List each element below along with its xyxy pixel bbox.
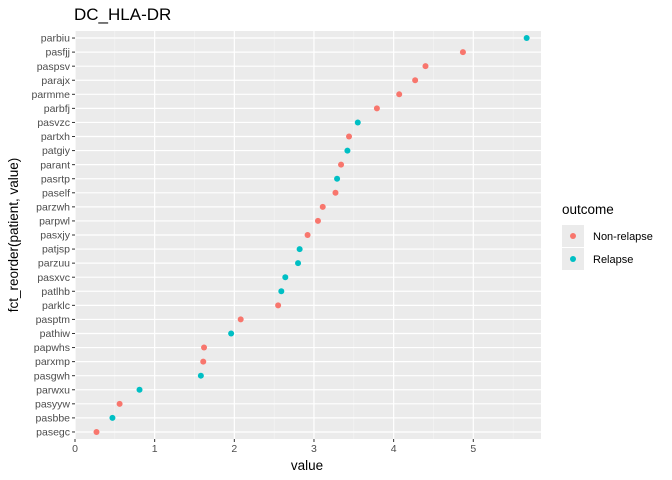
y-tick-label: parzwh (36, 201, 70, 213)
y-tick-label: paself (42, 187, 70, 199)
data-point (412, 77, 419, 84)
y-axis: parbiu pasfjj paspsv parajx parmme parbfj pasv… (31, 33, 75, 439)
y-tick-label: pasyyw (35, 398, 70, 410)
x-tick-label: 5 (470, 443, 476, 455)
data-point (197, 372, 204, 379)
data-point (332, 189, 339, 196)
x-tick-label: 3 (311, 443, 317, 455)
y-tick-label: pasrtp (41, 173, 70, 185)
y-axis-title: fct_reorder(patient, value) (6, 158, 21, 313)
y-tick-label: parmme (31, 89, 70, 101)
data-point (136, 386, 143, 393)
y-tick-label: parklc (42, 300, 70, 312)
y-tick-label: patlhb (41, 286, 70, 298)
x-tick-label: 1 (152, 443, 158, 455)
data-point (354, 119, 361, 126)
data-point (237, 316, 244, 323)
data-point (275, 302, 282, 309)
data-point (200, 358, 207, 365)
y-tick-label: paspsv (37, 61, 71, 73)
y-tick-label: parbiu (41, 33, 70, 45)
y-tick-label: pasbbe (36, 412, 71, 424)
legend-key-point (570, 233, 576, 239)
data-point (116, 400, 123, 407)
chart-title: DC_HLA-DR (74, 5, 171, 24)
data-point (296, 246, 303, 253)
data-point (334, 175, 341, 182)
y-tick-label: pasfjj (45, 47, 70, 59)
x-tick-label: 4 (391, 443, 397, 455)
data-point (295, 260, 302, 267)
y-tick-label: parwxu (36, 384, 70, 396)
data-point (373, 105, 380, 112)
y-tick-label: pasegc (36, 427, 70, 439)
y-tick-label: parajx (41, 75, 70, 87)
y-tick-label: patgiy (42, 145, 71, 157)
y-tick-label: partxh (41, 131, 70, 143)
data-point (338, 161, 345, 168)
y-tick-label: parbfj (44, 103, 70, 115)
x-tick-label: 0 (72, 443, 78, 455)
grid-lines (74, 31, 541, 439)
data-point (523, 35, 530, 42)
y-tick-label: parzuu (38, 258, 70, 270)
legend: outcome Non-relapse Relapse (562, 202, 653, 270)
data-point (282, 274, 289, 281)
y-tick-label: pasvzc (37, 117, 70, 129)
legend-key-point (570, 256, 576, 262)
y-tick-label: pasxvc (37, 272, 70, 284)
data-point (278, 288, 285, 295)
data-points (93, 35, 530, 435)
y-tick-label: parpwl (39, 216, 70, 228)
y-tick-label: pasgwh (34, 370, 70, 382)
data-point (314, 217, 321, 224)
legend-label: Relapse (593, 254, 633, 266)
data-point (396, 91, 403, 98)
data-point (422, 63, 429, 70)
data-point (459, 49, 466, 56)
data-point (109, 414, 116, 421)
data-point (344, 147, 351, 154)
y-tick-label: parxmp (35, 356, 70, 368)
legend-label: Non-relapse (593, 231, 653, 243)
y-tick-label: pasxjy (40, 230, 71, 242)
data-point (319, 203, 326, 210)
y-tick-label: patjsp (42, 244, 70, 256)
data-point (228, 330, 235, 337)
data-point (93, 428, 100, 435)
data-point (304, 232, 311, 238)
x-axis: 0 1 2 3 4 5 (72, 439, 476, 455)
legend-title: outcome (562, 202, 614, 217)
data-point (346, 133, 353, 140)
y-tick-label: pasptm (36, 314, 71, 326)
y-tick-label: pathiw (40, 328, 71, 340)
y-tick-label: papwhs (34, 342, 70, 354)
x-tick-label: 2 (231, 443, 237, 455)
data-point (201, 344, 208, 351)
y-tick-label: parant (40, 159, 70, 171)
x-axis-title: value (291, 458, 323, 473)
